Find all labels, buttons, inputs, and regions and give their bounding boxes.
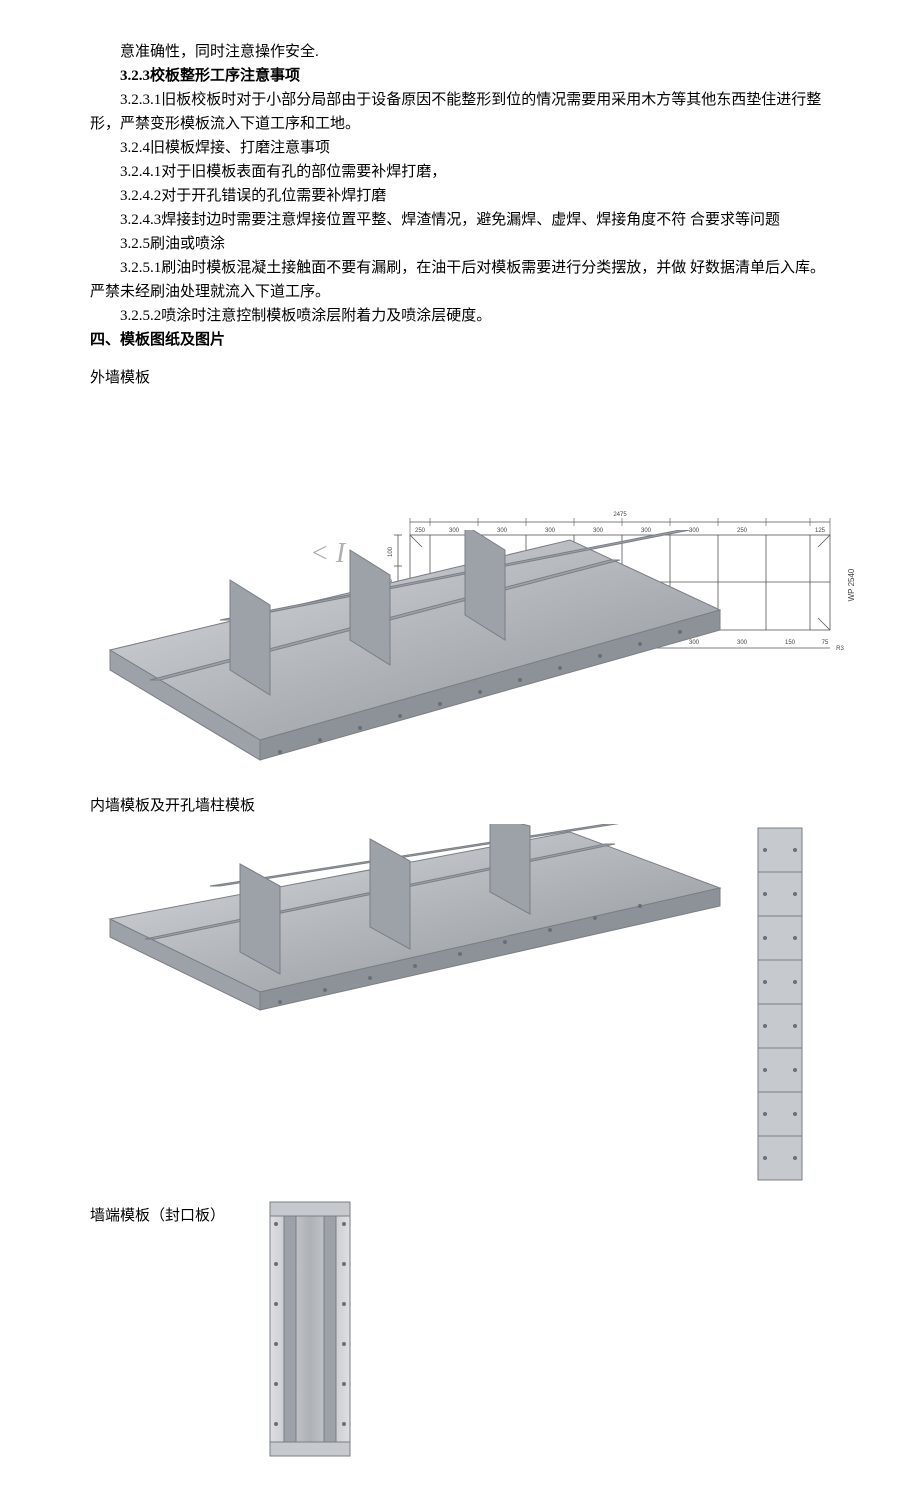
svg-text:2475: 2475 <box>613 512 627 518</box>
svg-text:250: 250 <box>737 528 748 534</box>
text-line: 3.2.5.1刷油时模板混凝土接触面不要有漏刷，在油干后对模板需要进行分类摆放，… <box>90 256 830 304</box>
heading-3-2-3: 3.2.3校板整形工序注意事项 <box>90 64 830 88</box>
figure-column-formwork <box>750 824 810 1184</box>
svg-text:R3: R3 <box>836 646 844 652</box>
label-inner-wall: 内墙模板及开孔墙柱模板 <box>90 794 830 818</box>
svg-text:300: 300 <box>737 640 748 646</box>
text-line: 3.2.5刷油或喷涂 <box>90 232 830 256</box>
figure-inner-wall-panel <box>90 824 730 1024</box>
text-line: 3.2.3.1旧板校板时对于小部分局部由于设备原因不能整形到位的情况需要用采用木… <box>90 88 830 136</box>
text-line: 意准确性，同时注意操作安全. <box>90 40 830 64</box>
svg-text:125: 125 <box>815 528 826 534</box>
text-line: 3.2.4.1对于旧模板表面有孔的部位需要补焊打磨， <box>90 160 830 184</box>
text-line: 3.2.5.2喷涂时注意控制模板喷涂层附着力及喷涂层硬度。 <box>90 304 830 328</box>
figure-outer-wall-panel <box>90 530 730 780</box>
figure-end-plate <box>240 1194 380 1464</box>
text-line: 3.2.4.2对于开孔错误的孔位需要补焊打磨 <box>90 184 830 208</box>
text-line: 3.2.4.3焊接封边时需要注意焊接位置平整、焊渣情况，避免漏焊、虚焊、焊接角度… <box>90 208 830 232</box>
label-end-plate: 墙端模板（封口板） <box>90 1204 220 1228</box>
svg-text:150: 150 <box>785 640 796 646</box>
svg-text:75: 75 <box>822 640 829 646</box>
label-outer-wall: 外墙模板 <box>90 366 830 390</box>
svg-text:WP 2540: WP 2540 <box>847 568 856 601</box>
heading-section-4: 四、模板图纸及图片 <box>90 328 830 352</box>
text-line: 3.2.4旧模板焊接、打磨注意事项 <box>90 136 830 160</box>
